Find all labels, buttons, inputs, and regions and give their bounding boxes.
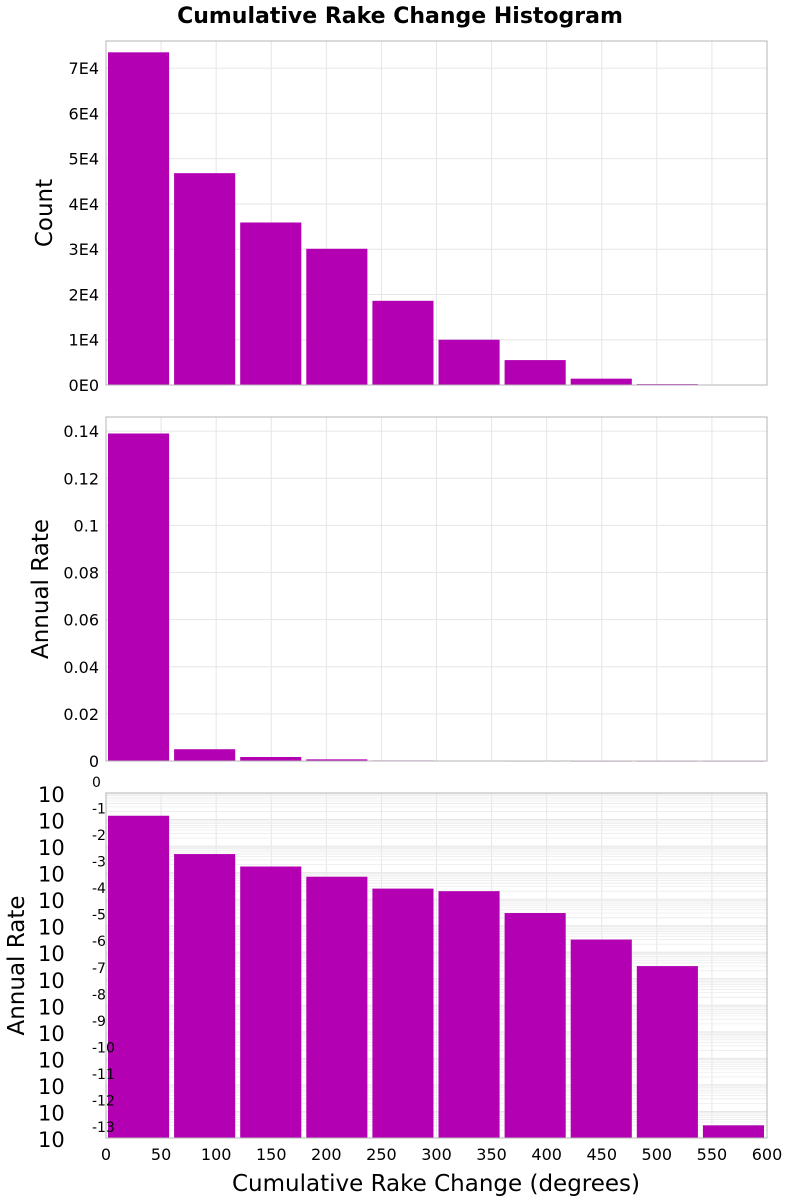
x-tick-label: 350 <box>476 1145 507 1164</box>
y-tick-label: 10 <box>38 1075 65 1099</box>
bar <box>108 433 170 761</box>
y-tick-label: 10 <box>38 863 65 887</box>
bar <box>570 378 632 385</box>
y-tick-exponent: 0 <box>92 775 101 791</box>
y-tick-label: 10 <box>38 836 65 860</box>
x-tick-label: 0 <box>101 1145 111 1164</box>
y-tick-label: 0.02 <box>63 705 99 724</box>
x-tick-label: 550 <box>697 1145 728 1164</box>
plot-frame <box>105 416 768 762</box>
y-tick-label: 5E4 <box>69 150 99 169</box>
y-tick-label: 0.06 <box>63 611 99 630</box>
y-tick-exponent: -2 <box>92 828 106 844</box>
bar <box>240 222 302 385</box>
bar <box>306 759 368 761</box>
y-axis-title: Annual Rate <box>4 896 30 1036</box>
bar <box>570 939 632 1138</box>
x-tick-label: 50 <box>151 1145 171 1164</box>
chart-title: Cumulative Rake Change Histogram <box>177 4 623 29</box>
bar <box>174 173 236 385</box>
bar <box>636 966 698 1138</box>
bar <box>504 360 566 385</box>
y-axis-title: Count <box>32 179 58 247</box>
y-tick-label: 10 <box>38 1128 65 1152</box>
x-axis-title: Cumulative Rake Change (degrees) <box>232 1171 640 1197</box>
y-tick-exponent: -13 <box>92 1120 115 1136</box>
y-tick-label: 0.14 <box>63 422 99 441</box>
y-tick-exponent: -5 <box>92 908 106 924</box>
y-tick-exponent: -4 <box>92 881 106 897</box>
bar <box>240 756 302 761</box>
bar <box>108 815 170 1138</box>
y-tick-label: 0.12 <box>63 469 99 488</box>
bar <box>108 52 170 385</box>
bar <box>372 300 434 385</box>
y-tick-exponent: -3 <box>92 855 106 871</box>
y-tick-label: 10 <box>38 783 65 807</box>
y-tick-label: 10 <box>38 889 65 913</box>
x-axis-ticks: 0 50 100 150 200 250 300 350 400 450 500 550 600 <box>101 1145 782 1164</box>
y-tick-label: 10 <box>38 810 65 834</box>
y-tick-label: 10 <box>38 1048 65 1072</box>
count-panel: 0E0 1E4 2E4 3E4 4E4 5E4 6E4 7E4 Count <box>32 40 768 395</box>
annual-rate-log-panel: 10 0 10 -1 10 -2 10 -3 10 -4 10 -5 10 -6 10 -7 10 -8 10 -9 1… <box>4 775 768 1152</box>
y-tick-exponent: -9 <box>92 1014 106 1030</box>
x-tick-label: 450 <box>586 1145 617 1164</box>
y-tick-label: 10 <box>38 969 65 993</box>
y-tick-label: 0.08 <box>63 564 99 583</box>
y-tick-label: 0.1 <box>74 516 99 535</box>
y-tick-label: 10 <box>38 1022 65 1046</box>
x-tick-label: 300 <box>421 1145 452 1164</box>
bar <box>240 866 302 1138</box>
y-tick-exponent: -1 <box>92 802 106 818</box>
bar <box>306 876 368 1138</box>
y-tick-label: 4E4 <box>69 195 99 214</box>
y-tick-exponent: -7 <box>92 961 106 977</box>
y-tick-exponent: -6 <box>92 934 106 950</box>
bar <box>372 888 434 1138</box>
bar <box>306 248 368 385</box>
bar <box>702 1125 764 1138</box>
y-tick-label: 10 <box>38 1101 65 1125</box>
bar <box>174 854 236 1138</box>
x-tick-label: 200 <box>311 1145 342 1164</box>
y-tick-label: 10 <box>38 916 65 940</box>
y-tick-label: 0E0 <box>69 376 99 395</box>
y-tick-exponent: -8 <box>92 987 106 1003</box>
bar <box>174 749 236 761</box>
y-tick-label: 6E4 <box>69 104 99 123</box>
y-tick-exponent: -11 <box>92 1067 115 1083</box>
x-tick-label: 150 <box>256 1145 287 1164</box>
y-tick-label: 0 <box>89 752 99 771</box>
x-tick-label: 400 <box>531 1145 562 1164</box>
x-tick-label: 500 <box>642 1145 673 1164</box>
bar <box>438 339 500 385</box>
y-tick-label: 7E4 <box>69 59 99 78</box>
y-tick-exponent: -10 <box>92 1040 115 1056</box>
y-tick-label: 1E4 <box>69 331 99 350</box>
bar <box>438 891 500 1138</box>
annual-rate-linear-panel: 0 0.02 0.04 0.06 0.08 0.1 0.12 0.14 Annual Rate <box>28 416 768 771</box>
y-tick-label: 10 <box>38 942 65 966</box>
y-tick-label: 2E4 <box>69 285 99 304</box>
y-tick-label: 0.04 <box>63 658 99 677</box>
x-tick-label: 600 <box>752 1145 783 1164</box>
x-tick-label: 250 <box>366 1145 397 1164</box>
x-tick-label: 100 <box>201 1145 232 1164</box>
bar <box>504 913 566 1138</box>
y-tick-label: 3E4 <box>69 240 99 259</box>
y-axis-title: Annual Rate <box>28 519 54 659</box>
plot-frame <box>105 792 768 1139</box>
plot-frame <box>105 40 768 386</box>
y-tick-label: 10 <box>38 995 65 1019</box>
y-tick-exponent: -12 <box>92 1093 115 1109</box>
